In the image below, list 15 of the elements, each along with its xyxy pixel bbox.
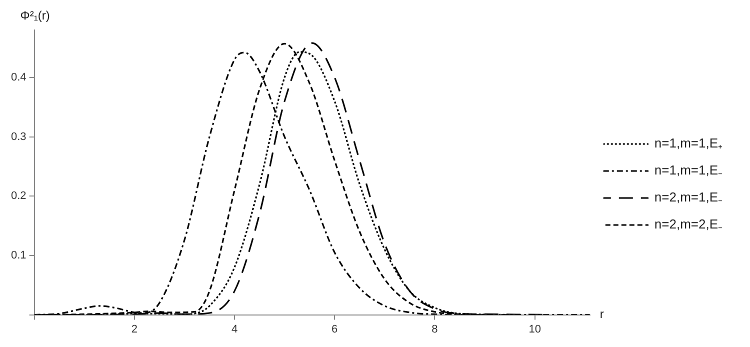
y-tick-label: 0.4 (10, 72, 26, 84)
legend-label: n=2,m=1,E₋ (654, 190, 722, 205)
y-axis-title: Φ²₁(r) (20, 8, 50, 22)
y-tick-label: 0.3 (10, 130, 26, 143)
x-tick-label: 4 (231, 323, 238, 336)
x-axis-title: r (600, 307, 604, 322)
legend-label: n=1,m=1,E₋ (654, 162, 722, 178)
y-tick-label: 0.2 (10, 190, 26, 202)
legend-label: n=1,m=1,E₊ (654, 136, 722, 151)
x-tick-label: 2 (131, 323, 138, 336)
x-tick-label: 6 (332, 323, 338, 336)
x-tick-label: 8 (432, 323, 438, 336)
x-tick-label: 10 (528, 323, 541, 336)
y-tick-label: 0.1 (10, 250, 26, 262)
legend-label: n=2,m=2,E₋ (654, 216, 722, 232)
